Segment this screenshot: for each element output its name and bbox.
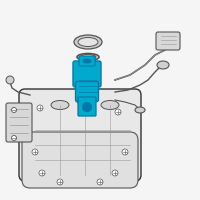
Circle shape xyxy=(57,179,63,185)
Circle shape xyxy=(12,136,16,140)
Ellipse shape xyxy=(76,96,94,104)
Ellipse shape xyxy=(83,59,91,63)
Circle shape xyxy=(37,105,43,111)
Ellipse shape xyxy=(51,100,69,110)
FancyBboxPatch shape xyxy=(22,132,138,188)
FancyBboxPatch shape xyxy=(6,103,32,142)
FancyBboxPatch shape xyxy=(156,32,180,50)
Ellipse shape xyxy=(74,35,102,49)
Circle shape xyxy=(39,170,45,176)
Circle shape xyxy=(115,109,121,115)
FancyBboxPatch shape xyxy=(76,82,98,102)
Ellipse shape xyxy=(78,38,98,46)
Circle shape xyxy=(112,170,118,176)
Circle shape xyxy=(83,102,92,112)
Ellipse shape xyxy=(101,100,119,110)
Ellipse shape xyxy=(162,37,178,47)
FancyBboxPatch shape xyxy=(79,56,95,66)
Circle shape xyxy=(122,149,128,155)
Circle shape xyxy=(12,108,16,112)
Circle shape xyxy=(97,179,103,185)
Ellipse shape xyxy=(157,61,169,69)
Ellipse shape xyxy=(135,107,145,113)
Circle shape xyxy=(32,149,38,155)
FancyBboxPatch shape xyxy=(78,97,96,116)
Circle shape xyxy=(6,76,14,84)
FancyBboxPatch shape xyxy=(73,61,101,87)
FancyBboxPatch shape xyxy=(19,89,141,181)
